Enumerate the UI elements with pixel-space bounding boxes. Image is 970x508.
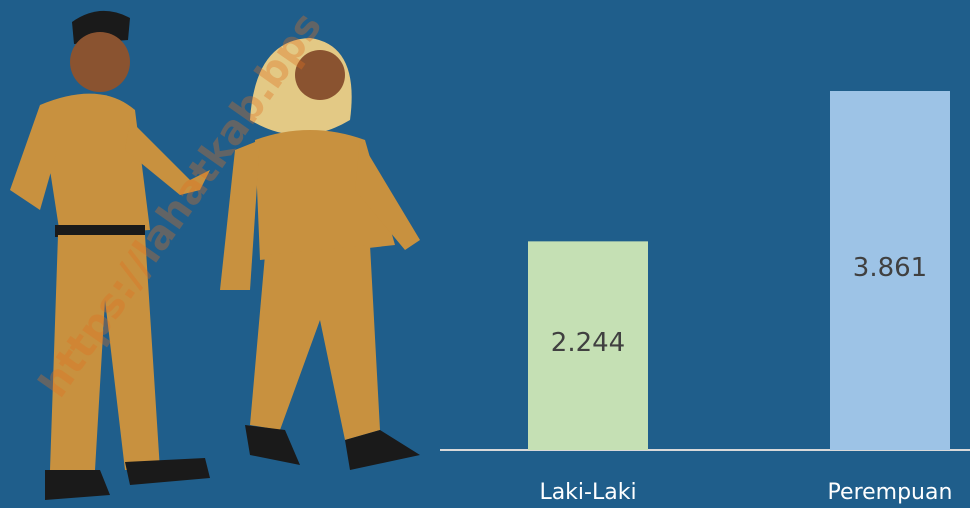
illustration <box>10 10 420 500</box>
value-label: 2.244 <box>551 328 625 358</box>
category-label: Perempuan <box>828 480 953 505</box>
category-label: Laki-Laki <box>539 480 636 505</box>
bar <box>528 241 648 450</box>
value-label: 3.861 <box>853 253 927 283</box>
bar <box>830 91 950 450</box>
